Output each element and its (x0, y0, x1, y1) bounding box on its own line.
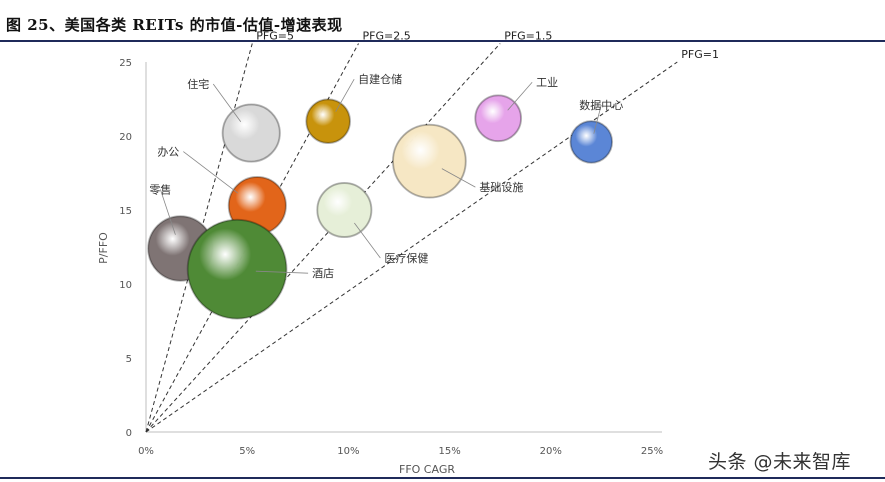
x-axis-title: FFO CAGR (399, 463, 455, 476)
bubble-3 (474, 94, 522, 142)
bubble-label: 自建仓储 (358, 72, 402, 86)
label-leader-lines (160, 79, 602, 274)
y-tick-label: 25 (119, 58, 132, 69)
label-leader (507, 81, 533, 111)
x-tick-label: 15% (438, 446, 460, 457)
y-tick-label: 15 (119, 206, 132, 217)
bubble-label: 医疗保健 (384, 251, 428, 265)
bubble-7 (316, 182, 372, 238)
bubble-label: 住宅 (187, 77, 209, 91)
label-leader (212, 83, 242, 123)
bubble-label: 酒店 (312, 266, 334, 280)
y-tick-label: 5 (126, 354, 132, 365)
label-leader (354, 222, 381, 259)
y-tick-label: 20 (119, 132, 132, 143)
y-tick-label: 0 (126, 428, 132, 439)
bubble-2 (305, 98, 351, 144)
label-leader (160, 189, 176, 235)
title-rule (0, 40, 885, 42)
pfg-line (145, 43, 501, 433)
axes: 0% 5% 10% 15% 20% 25% 0 5 10 15 20 25 (119, 58, 663, 457)
label-leader (255, 270, 309, 274)
bubble-label: 工业 (536, 76, 558, 89)
label-leader (441, 168, 476, 188)
y-tick-label: 10 (119, 280, 132, 291)
pfg-label: PFG=5 (256, 30, 294, 43)
x-tick-label: 5% (239, 446, 255, 457)
bubble-rim (474, 94, 523, 143)
x-tick-label: 10% (337, 446, 359, 457)
bubble-9 (187, 219, 287, 320)
pfg-label: PFG=1 (681, 48, 719, 61)
bubble-4 (570, 120, 613, 164)
bubble-label: 基础设施 (479, 181, 523, 194)
bottom-rule (0, 477, 885, 479)
bubble-rim (186, 218, 288, 320)
bubble-label: 零售 (149, 182, 171, 196)
x-tick-label: 25% (641, 446, 663, 457)
bubble-label: 办公 (157, 146, 179, 159)
bubble-rim (391, 123, 467, 199)
bubble-rim (221, 103, 281, 163)
label-leader (335, 79, 355, 112)
watermark: 头条 @未来智库 (708, 451, 852, 473)
pfg-line (145, 43, 359, 433)
bubble-label: 数据中心 (579, 98, 623, 112)
x-tick-label: 20% (540, 446, 562, 457)
bubble-6 (392, 124, 467, 198)
x-tick-label: 0% (138, 446, 154, 457)
label-leader (593, 104, 602, 134)
y-axis-title: P/FFO (97, 232, 110, 264)
pfg-label: PFG=2.5 (363, 30, 411, 43)
bubble-rim (569, 120, 614, 164)
label-leader (183, 151, 239, 194)
pfg-label: PFG=1.5 (504, 30, 552, 43)
bubble-1 (222, 104, 281, 163)
bubble-rim (305, 98, 352, 145)
bubble-rim (316, 181, 373, 239)
chart-title: 图 25、美国各类 REITs 的市值-估值-增速表现 (6, 16, 343, 34)
bubbles (147, 94, 614, 320)
